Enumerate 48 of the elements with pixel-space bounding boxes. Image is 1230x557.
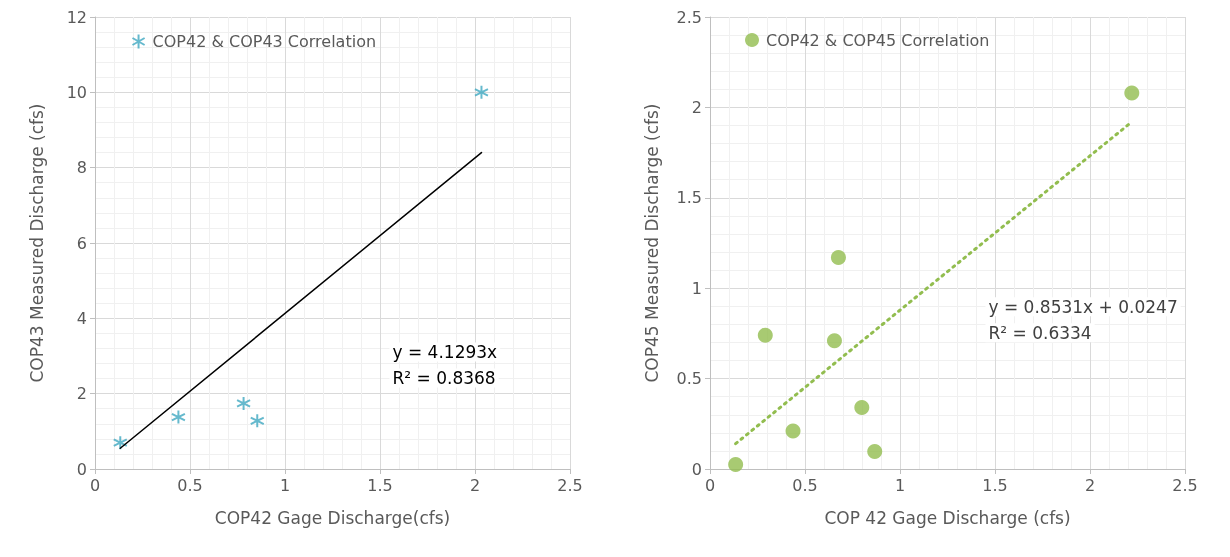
x-axis-title: COP42 Gage Discharge(cfs) bbox=[214, 507, 451, 528]
y-tick-label: 8 bbox=[76, 158, 87, 178]
y-tick-label: 6 bbox=[76, 233, 87, 253]
x-axis-title: COP 42 Gage Discharge (cfs) bbox=[824, 507, 1071, 528]
point bbox=[236, 395, 252, 411]
y-tick-label: 1.5 bbox=[676, 188, 702, 208]
point bbox=[249, 413, 265, 429]
legend-label: COP42 & COP45 Correlation bbox=[766, 30, 990, 50]
point bbox=[728, 456, 744, 472]
y-tick-label: 2.5 bbox=[676, 7, 702, 27]
point bbox=[1124, 85, 1140, 101]
annotation: y = 0.8531x + 0.0247 bbox=[988, 296, 1178, 317]
x-tick-label: 1 bbox=[279, 475, 291, 495]
x-tick-label: 2.5 bbox=[557, 475, 583, 495]
point bbox=[112, 435, 128, 451]
legend-label: COP42 & COP43 Correlation bbox=[152, 32, 377, 51]
y-tick-label: 2 bbox=[691, 97, 702, 117]
x-tick-label: 1.5 bbox=[982, 475, 1008, 495]
x-tick-label: 2 bbox=[469, 475, 481, 495]
x-tick-label: 1 bbox=[894, 475, 906, 495]
x-tick-label: 1.5 bbox=[367, 475, 393, 495]
point bbox=[830, 249, 846, 265]
y-tick-label: 0.5 bbox=[676, 369, 702, 389]
x-tick-label: 0 bbox=[89, 475, 101, 495]
point bbox=[785, 423, 801, 439]
point bbox=[757, 327, 773, 343]
y-tick-label: 1 bbox=[691, 278, 702, 298]
point bbox=[170, 409, 186, 425]
point bbox=[826, 333, 842, 349]
x-tick-label: 0.5 bbox=[792, 475, 818, 495]
x-tick-label: 0 bbox=[704, 475, 716, 495]
x-tick-label: 2.5 bbox=[1172, 475, 1198, 495]
x-tick-label: 0.5 bbox=[177, 475, 203, 495]
annotation: y = 4.1293x bbox=[392, 341, 498, 362]
y-tick-label: 0 bbox=[691, 459, 702, 479]
y-tick-label: 12 bbox=[66, 7, 87, 27]
y-tick-label: 10 bbox=[66, 82, 87, 102]
y-tick-label: 4 bbox=[76, 308, 87, 328]
y-tick-label: 0 bbox=[76, 459, 87, 479]
annotation: R² = 0.6334 bbox=[988, 322, 1092, 343]
annotation: R² = 0.8368 bbox=[392, 367, 496, 388]
x-tick-label: 2 bbox=[1084, 475, 1096, 495]
point bbox=[867, 443, 883, 459]
point bbox=[854, 400, 870, 416]
point bbox=[473, 84, 489, 100]
y-tick-label: 2 bbox=[76, 384, 87, 404]
y-axis-title: COP43 Measured Discharge (cfs) bbox=[26, 103, 47, 383]
y-axis-title: COP45 Measured Discharge (cfs) bbox=[641, 103, 662, 383]
